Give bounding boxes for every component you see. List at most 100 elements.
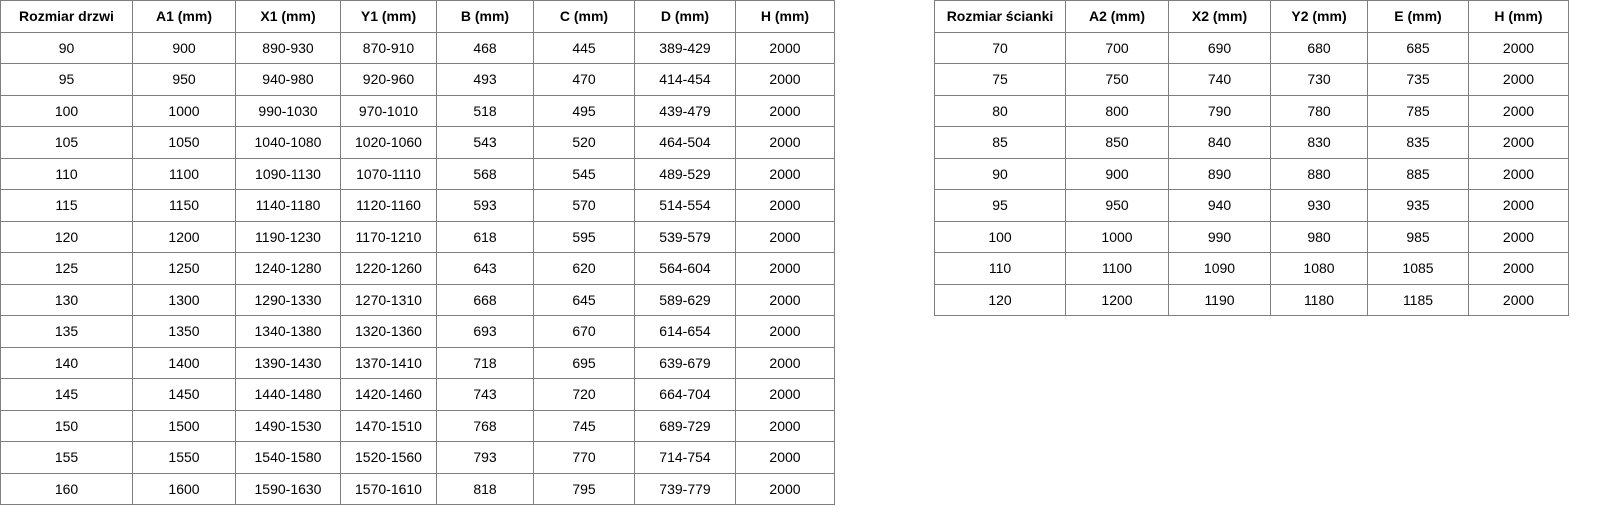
table-cell: 520 <box>533 126 635 159</box>
table-cell: 2000 <box>735 220 835 253</box>
table-cell: 870-910 <box>340 31 437 64</box>
table-cell: 80 <box>934 94 1066 127</box>
table-cell: 495 <box>533 94 635 127</box>
table-cell: 2000 <box>735 472 835 505</box>
table-cell: 110 <box>934 252 1066 285</box>
table-cell: 1120-1160 <box>340 189 437 222</box>
table-cell: 840 <box>1168 126 1271 159</box>
table-cell: 1540-1580 <box>235 441 341 474</box>
table-cell: 1400 <box>132 346 236 379</box>
table-cell: 2000 <box>1468 63 1569 96</box>
table-cell: 890-930 <box>235 31 341 64</box>
table-row: 70 700 690 680 685 2000 <box>934 31 1569 64</box>
table-cell: 780 <box>1270 94 1368 127</box>
table-cell: 564-604 <box>634 252 736 285</box>
table-cell: 1180 <box>1270 283 1368 316</box>
table-cell: 693 <box>436 315 534 348</box>
table-cell: 2000 <box>735 157 835 190</box>
table-row: 105 1050 1040-1080 1020-1060 543 520 464-504 20… <box>0 126 835 159</box>
table-cell: 2000 <box>735 378 835 411</box>
table-cell: 714-754 <box>634 441 736 474</box>
table-row: 110 1100 1090-1130 1070-1110 568 545 489-529 20… <box>0 157 835 190</box>
table-cell: 1040-1080 <box>235 126 341 159</box>
table-cell: 110 <box>0 157 133 190</box>
table-cell: 700 <box>1065 31 1169 64</box>
table-cell: 1170-1210 <box>340 220 437 253</box>
table-cell: 1320-1360 <box>340 315 437 348</box>
table-cell: 1290-1330 <box>235 283 341 316</box>
table-row: 135 1350 1340-1380 1320-1360 693 670 614-654 20… <box>0 315 835 348</box>
table-cell: 720 <box>533 378 635 411</box>
table-cell: 90 <box>934 157 1066 190</box>
header-row: Rozmiar ścianki A2 (mm) X2 (mm) Y2 (mm) E (m… <box>934 0 1569 33</box>
table-cell: 680 <box>1270 31 1368 64</box>
table-cell: 2000 <box>1468 283 1569 316</box>
table-cell: 930 <box>1270 189 1368 222</box>
table-cell: 620 <box>533 252 635 285</box>
table-cell: 115 <box>0 189 133 222</box>
table-cell: 1470-1510 <box>340 409 437 442</box>
table-cell: 1190-1230 <box>235 220 341 253</box>
table-cell: 940 <box>1168 189 1271 222</box>
table-cell: 740 <box>1168 63 1271 96</box>
table-cell: 950 <box>132 63 236 96</box>
table-cell: 2000 <box>735 441 835 474</box>
table-cell: 790 <box>1168 94 1271 127</box>
table-cell: 160 <box>0 472 133 505</box>
column-header: X2 (mm) <box>1168 0 1271 33</box>
column-header: A1 (mm) <box>132 0 236 33</box>
table-cell: 885 <box>1367 157 1469 190</box>
table-cell: 1000 <box>1065 220 1169 253</box>
table-row: 115 1150 1140-1180 1120-1160 593 570 514-554 20… <box>0 189 835 222</box>
table-cell: 618 <box>436 220 534 253</box>
table-cell: 818 <box>436 472 534 505</box>
door-size-table: Rozmiar drzwi A1 (mm) X1 (mm) Y1 (mm) B (mm)… <box>0 0 835 505</box>
table-cell: 1200 <box>1065 283 1169 316</box>
table-cell: 1490-1530 <box>235 409 341 442</box>
table-row: 150 1500 1490-1530 1470-1510 768 745 689-729 20… <box>0 409 835 442</box>
column-header: A2 (mm) <box>1065 0 1169 33</box>
table-cell: 545 <box>533 157 635 190</box>
table-cell: 1420-1460 <box>340 378 437 411</box>
table-cell: 2000 <box>735 31 835 64</box>
table-cell: 439-479 <box>634 94 736 127</box>
table-cell: 800 <box>1065 94 1169 127</box>
table-cell: 1200 <box>132 220 236 253</box>
table-cell: 1080 <box>1270 252 1368 285</box>
table-cell: 445 <box>533 31 635 64</box>
table-cell: 670 <box>533 315 635 348</box>
column-header: H (mm) <box>1468 0 1569 33</box>
table-cell: 890 <box>1168 157 1271 190</box>
table-cell: 614-654 <box>634 315 736 348</box>
table-cell: 589-629 <box>634 283 736 316</box>
table-cell: 1350 <box>132 315 236 348</box>
table-cell: 595 <box>533 220 635 253</box>
table-cell: 1450 <box>132 378 236 411</box>
table-cell: 2000 <box>735 409 835 442</box>
table-cell: 730 <box>1270 63 1368 96</box>
table-cell: 920-960 <box>340 63 437 96</box>
table-row: 130 1300 1290-1330 1270-1310 668 645 589-629 20… <box>0 283 835 316</box>
table-cell: 120 <box>0 220 133 253</box>
table-cell: 514-554 <box>634 189 736 222</box>
table-row: 95 950 940 930 935 2000 <box>934 189 1569 222</box>
table-cell: 685 <box>1367 31 1469 64</box>
table-cell: 2000 <box>1468 252 1569 285</box>
table-row: 95 950 940-980 920-960 493 470 414-454 2000 <box>0 63 835 96</box>
column-header: X1 (mm) <box>235 0 341 33</box>
table-row: 100 1000 990-1030 970-1010 518 495 439-479 2000 <box>0 94 835 127</box>
table-cell: 1300 <box>132 283 236 316</box>
table-cell: 1085 <box>1367 252 1469 285</box>
table-row: 100 1000 990 980 985 2000 <box>934 220 1569 253</box>
table-cell: 470 <box>533 63 635 96</box>
table-cell: 90 <box>0 31 133 64</box>
table-cell: 1240-1280 <box>235 252 341 285</box>
table-cell: 414-454 <box>634 63 736 96</box>
table-cell: 950 <box>1065 189 1169 222</box>
table-cell: 2000 <box>1468 157 1569 190</box>
table-cell: 100 <box>0 94 133 127</box>
table-cell: 2000 <box>1468 31 1569 64</box>
table-cell: 468 <box>436 31 534 64</box>
table-cell: 795 <box>533 472 635 505</box>
table-cell: 690 <box>1168 31 1271 64</box>
